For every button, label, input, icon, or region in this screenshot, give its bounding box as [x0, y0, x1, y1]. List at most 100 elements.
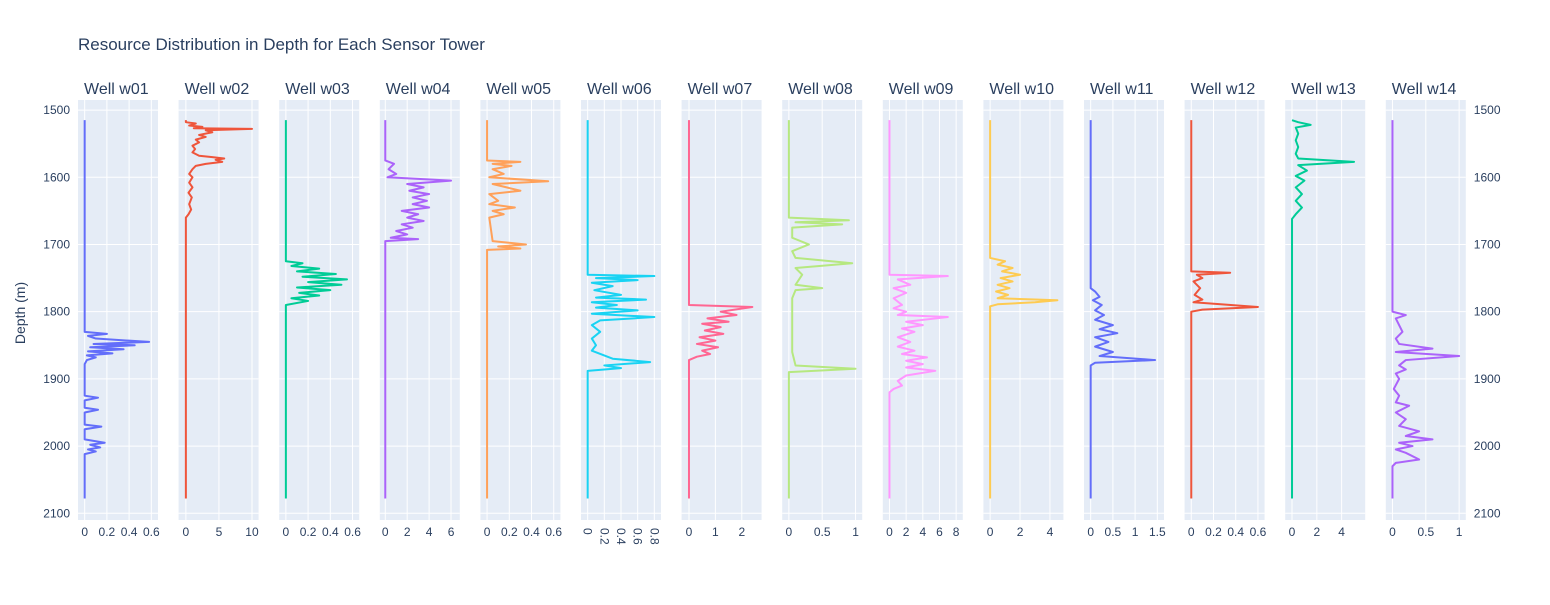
x-tick-label: 4 [1338, 525, 1345, 539]
x-tick-label: 0 [1087, 525, 1094, 539]
y-tick-label-right: 2000 [1474, 439, 1501, 453]
y-tick-label-right: 1500 [1474, 103, 1501, 117]
x-tick-label: 0 [183, 525, 190, 539]
plot-background [379, 100, 460, 520]
panel-title: Well w06 [587, 81, 652, 98]
x-tick-label: 0.2 [300, 525, 317, 539]
x-tick-label: 0.4 [322, 525, 339, 539]
series-line [384, 120, 453, 499]
x-tick-label: 4 [426, 525, 433, 539]
x-tick-label: 0.5 [1105, 525, 1122, 539]
panel-title: Well w05 [486, 81, 551, 98]
x-tick-label: 0.6 [344, 525, 361, 539]
plot-background [1084, 100, 1164, 520]
panel-title: Well w09 [889, 81, 954, 98]
x-tick-label: 0 [1389, 525, 1396, 539]
x-tick-label: 1.5 [1149, 525, 1166, 539]
panel-11: 0 0.5 1 1.5 Well w11 [1084, 81, 1166, 539]
y-tick-label: 1900 [43, 372, 70, 386]
series-line [787, 120, 857, 499]
panel-5: 0 0.2 0.4 0.6 Well w05 [480, 81, 562, 539]
x-tick-label: 4 [919, 525, 926, 539]
x-tick-label: 0 [283, 525, 290, 539]
x-tick-label: 0 [1188, 525, 1195, 539]
series-line [1391, 120, 1461, 499]
panel-4: 0 2 4 6 Well w04 [379, 81, 460, 539]
x-tick-label: 0.8 [647, 528, 661, 545]
panel-title: Well w13 [1291, 81, 1356, 98]
x-tick-label: 0.6 [1250, 525, 1267, 539]
panel-title: Well w02 [185, 81, 250, 98]
series-line [83, 120, 151, 499]
x-tick-label: 2 [404, 525, 411, 539]
panel-10: 0 2 4 Well w10 [983, 81, 1064, 539]
x-tick-label: 1 [1132, 525, 1139, 539]
panel-14: 0 0.5 1 Well w14 [1385, 81, 1466, 539]
panel-1: 0 0.2 0.4 0.6 Well w01 [78, 81, 160, 539]
x-tick-label: 0.5 [814, 525, 831, 539]
x-tick-label: 0 [1289, 525, 1296, 539]
y-axis-title: Depth (m) [12, 282, 28, 344]
panel-title: Well w01 [84, 81, 149, 98]
y-tick-label: 2000 [43, 439, 70, 453]
series-line [284, 120, 348, 499]
series-line [1089, 120, 1157, 499]
x-tick-label: 6 [448, 525, 455, 539]
series-line [586, 120, 656, 499]
y-tick-label-right: 1700 [1474, 237, 1501, 251]
x-tick-label: 0 [886, 525, 893, 539]
x-tick-label: 5 [216, 525, 223, 539]
x-tick-label: 0 [81, 525, 88, 539]
panel-title: Well w08 [788, 81, 853, 98]
x-tick-label: 10 [245, 525, 259, 539]
x-tick-label: 8 [953, 525, 960, 539]
series-line [1291, 119, 1356, 499]
x-tick-label: 0.5 [1417, 525, 1434, 539]
panel-title: Well w04 [386, 81, 451, 98]
x-tick-label: 0 [484, 525, 491, 539]
series-line [184, 120, 253, 499]
x-tick-label: 1 [852, 525, 859, 539]
y-tick-label: 1800 [43, 305, 70, 319]
panel-title: Well w07 [688, 81, 753, 98]
x-tick-label: 0.4 [614, 528, 628, 545]
panel-title: Well w03 [285, 81, 350, 98]
x-tick-label: 4 [1047, 525, 1054, 539]
y-tick-label-right: 2100 [1474, 506, 1501, 520]
x-tick-label: 0.2 [1205, 525, 1222, 539]
panel-3: 0 0.2 0.4 0.6 Well w03 [279, 81, 361, 539]
panel-title: Well w12 [1191, 81, 1256, 98]
x-tick-label: 2 [1313, 525, 1320, 539]
panel-2: 0 5 10 Well w02 [178, 81, 259, 539]
x-tick-label: 0.2 [501, 525, 518, 539]
x-tick-label: 0.2 [99, 525, 116, 539]
panel-8: 0 0.5 1 Well w08 [782, 81, 863, 539]
x-tick-label: 0.4 [1227, 525, 1244, 539]
chart-title: Resource Distribution in Depth for Each … [78, 35, 485, 54]
x-tick-label: 0.4 [121, 525, 138, 539]
series-line [989, 120, 1059, 499]
x-tick-label: 1 [1456, 525, 1463, 539]
x-tick-label: 0 [686, 525, 693, 539]
panel-title: Well w11 [1090, 81, 1154, 98]
x-tick-label: 6 [936, 525, 943, 539]
x-tick-label: 0.6 [143, 525, 160, 539]
series-line [1190, 120, 1259, 499]
x-tick-label: 2 [903, 525, 910, 539]
series-line [687, 120, 754, 499]
panel-12: 0 0.2 0.4 0.6 Well w12 [1184, 81, 1267, 539]
x-tick-label: 0 [786, 525, 793, 539]
plot-background [681, 100, 762, 520]
panel-6: 0 0.2 0.4 0.6 0.8 Well w06 [581, 81, 662, 545]
panel-13: 0 2 4 Well w13 [1285, 81, 1366, 539]
y-tick-label: 1500 [43, 103, 70, 117]
plot-background [1285, 100, 1366, 520]
x-tick-label: 0 [987, 525, 994, 539]
x-tick-label: 0.6 [631, 528, 645, 545]
panel-title: Well w14 [1392, 81, 1457, 98]
x-tick-label: 0.2 [597, 528, 611, 545]
y-tick-label: 1600 [43, 170, 70, 184]
